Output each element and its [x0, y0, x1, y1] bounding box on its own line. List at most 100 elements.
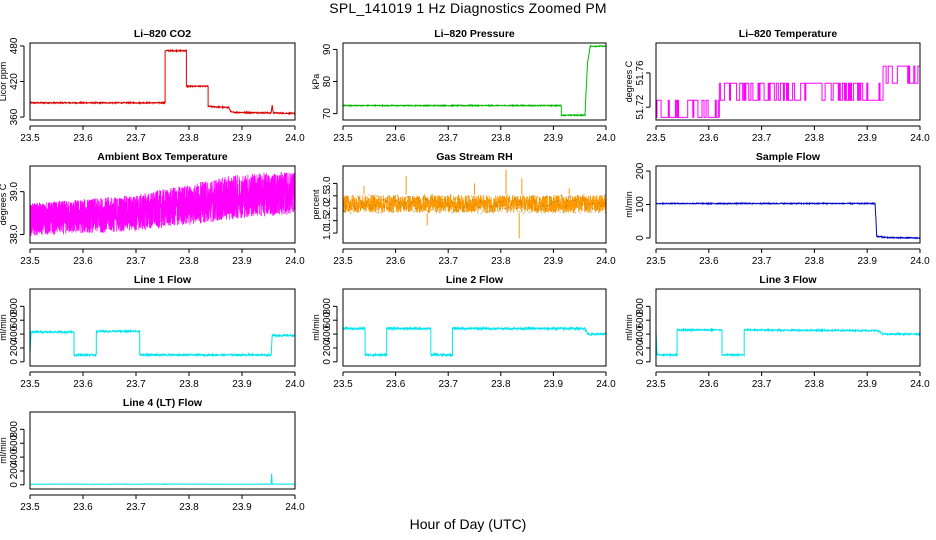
x-tick-label: 24.0 — [285, 502, 305, 513]
x-tick-label: 23.5 — [646, 256, 666, 267]
y-tick-label: 1.5 — [322, 213, 333, 227]
panel-9: 23.5 23.6 23.7 23.8 23.9 24.0 0 200400600800ml/… — [0, 397, 305, 513]
panel-data-1 — [343, 44, 606, 117]
series-line — [30, 328, 295, 358]
y-tick-label: 420 — [9, 73, 20, 90]
y-tick-label: 200 — [9, 339, 20, 356]
y-tick-label: 360 — [9, 108, 20, 125]
panel-2: 23.5 23.6 23.7 23.8 23.9 24.0 51.72 51.76degree… — [624, 28, 930, 144]
plot-frame — [342, 42, 607, 121]
panel-5: 23.5 23.6 23.7 23.8 23.9 24.0 0 100 200 ml/min Sam… — [624, 151, 930, 267]
panel-data-8 — [656, 327, 920, 358]
y-tick-label: 600 — [9, 434, 20, 451]
y-axis-label: Licor ppm — [0, 62, 8, 102]
x-tick-label: 23.7 — [126, 133, 146, 144]
series-line — [719, 82, 883, 101]
y-tick-label: 480 — [9, 37, 20, 54]
series-band — [30, 172, 295, 236]
y-tick-label: 38.0 — [9, 224, 20, 244]
y-tick-label: 400 — [9, 448, 20, 465]
x-tick-label: 23.5 — [333, 133, 353, 144]
x-tick-label: 23.6 — [73, 379, 93, 390]
series-line — [656, 327, 920, 358]
series-band — [343, 194, 606, 215]
x-tick-label: 23.7 — [126, 502, 146, 513]
y-axis-label: ml/min — [624, 314, 634, 341]
x-tick-label: 23.5 — [333, 379, 353, 390]
x-tick-label: 23.6 — [73, 256, 93, 267]
x-tick-label: 23.8 — [491, 256, 511, 267]
series-line — [656, 201, 920, 240]
x-tick-label: 23.6 — [699, 256, 719, 267]
y-tick-label: 600 — [635, 311, 646, 328]
panel-data-2 — [656, 65, 920, 118]
x-tick-label: 23.8 — [179, 502, 199, 513]
plot-frame — [655, 288, 921, 367]
x-tick-label: 23.9 — [544, 256, 564, 267]
x-tick-label: 23.5 — [20, 256, 40, 267]
panel-title: Line 1 Flow — [134, 274, 192, 286]
panel-4: 23.5 23.6 23.7 23.8 23.9 24.0 1.01.52.02.53.0p… — [311, 151, 616, 267]
x-tick-label: 24.0 — [596, 133, 616, 144]
panel-title: Ambient Box Temperature — [97, 151, 228, 163]
y-tick-label: 80 — [322, 76, 333, 88]
x-tick-label: 23.6 — [386, 133, 406, 144]
series-line — [30, 473, 295, 486]
y-tick-label: 400 — [9, 325, 20, 342]
panel-data-5 — [656, 201, 920, 240]
panel-title: Line 3 Flow — [759, 274, 817, 286]
x-tick-label: 23.9 — [857, 133, 877, 144]
series-line — [30, 48, 295, 116]
y-tick-label: 0 — [9, 482, 20, 488]
series-line — [343, 325, 606, 358]
plot-frame — [342, 165, 607, 244]
panel-data-6 — [30, 328, 295, 358]
panel-title: Li–820 Pressure — [434, 28, 515, 40]
y-tick-label: 0 — [322, 359, 333, 365]
y-tick-label: 200 — [9, 462, 20, 479]
panel-7: 23.5 23.6 23.7 23.8 23.9 24.0 0 200400600800ml/… — [311, 274, 616, 390]
x-tick-label: 23.9 — [857, 256, 877, 267]
x-tick-label: 23.8 — [805, 133, 825, 144]
y-tick-label: 70 — [322, 108, 333, 120]
y-tick-label: 200 — [322, 339, 333, 356]
plot-frame — [655, 165, 921, 244]
panel-8: 23.5 23.6 23.7 23.8 23.9 24.0 0 200400600800ml/… — [624, 274, 930, 390]
x-tick-label: 23.5 — [20, 502, 40, 513]
plot-frame — [29, 411, 296, 490]
plot-frame — [29, 288, 296, 367]
y-tick-label: 200 — [635, 339, 646, 356]
y-tick-label: 90 — [322, 43, 333, 55]
x-tick-label: 23.8 — [805, 379, 825, 390]
y-tick-label: 0 — [9, 359, 20, 365]
series-line — [656, 99, 720, 118]
x-tick-label: 23.5 — [646, 133, 666, 144]
y-axis-label: kPa — [311, 74, 321, 90]
y-tick-label: 600 — [9, 311, 20, 328]
panel-title: Li–820 Temperature — [739, 28, 838, 40]
x-tick-label: 23.7 — [438, 133, 458, 144]
series-line — [343, 44, 606, 117]
panel-6: 23.5 23.6 23.7 23.8 23.9 24.0 0 200400600800ml/… — [0, 274, 305, 390]
y-tick-label: 800 — [9, 421, 20, 438]
x-tick-label: 23.7 — [438, 256, 458, 267]
x-tick-label: 24.0 — [285, 256, 305, 267]
x-tick-label: 23.8 — [179, 379, 199, 390]
x-tick-label: 24.0 — [596, 379, 616, 390]
panel-3: 23.5 23.6 23.7 23.8 23.9 24.0 38.0 39.0degrees … — [0, 151, 305, 267]
plot-frame — [29, 165, 296, 244]
x-tick-label: 23.5 — [20, 379, 40, 390]
y-tick-label: 51.72 — [635, 94, 646, 119]
y-tick-label: 0 — [635, 235, 646, 241]
y-tick-label: 39.0 — [9, 181, 20, 201]
x-tick-label: 23.8 — [179, 256, 199, 267]
y-axis-label: ml/min — [0, 314, 8, 341]
y-tick-label: 100 — [635, 196, 646, 213]
y-axis-label: degrees C — [624, 60, 634, 102]
panel-title: Line 4 (LT) Flow — [123, 397, 203, 409]
panel-data-0 — [30, 48, 295, 116]
y-tick-label: 3.0 — [322, 176, 333, 190]
x-tick-label: 23.9 — [857, 379, 877, 390]
